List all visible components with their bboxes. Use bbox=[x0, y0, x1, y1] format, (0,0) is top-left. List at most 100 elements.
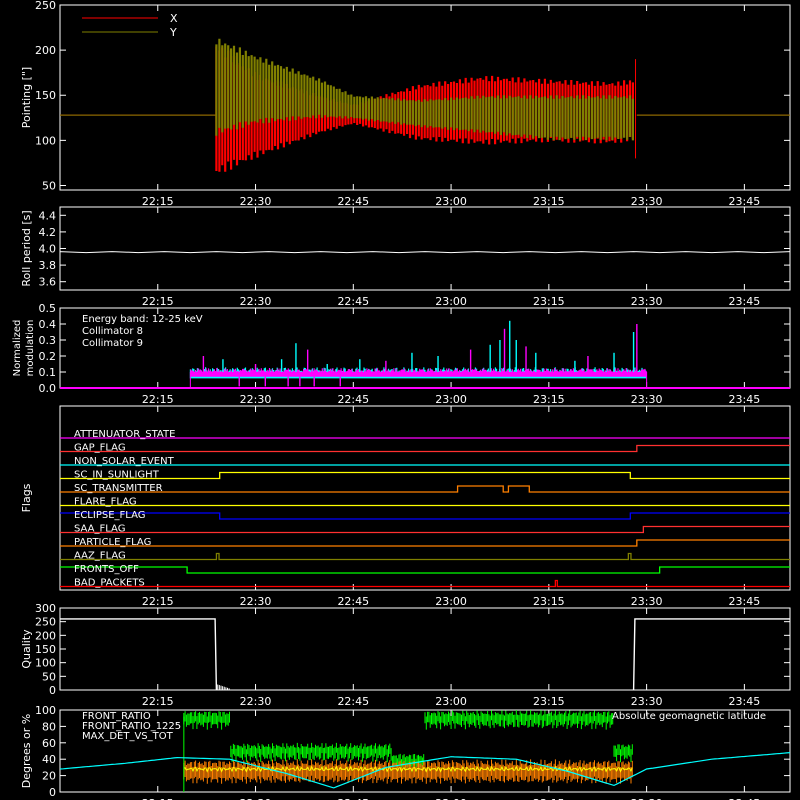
flag-line-SC_TRANSMITTER bbox=[60, 485, 790, 493]
pointing-panel: 50 100 150 200 250 22:15 22:30 22:45 23:00 23:15 2… bbox=[20, 0, 791, 208]
front-ratio-series bbox=[183, 765, 633, 773]
x-tick-label: 23:45 bbox=[729, 695, 761, 708]
y-tick-label: 100 bbox=[35, 134, 56, 147]
y-axis-label: Pointing ["] bbox=[20, 67, 33, 128]
x-tick-label: 22:15 bbox=[142, 295, 174, 308]
x-tick-label: 23:30 bbox=[631, 195, 663, 208]
y-tick-label: 4.2 bbox=[39, 226, 57, 239]
plot-frame bbox=[59, 206, 791, 291]
x-tick-label: 23:30 bbox=[631, 595, 663, 608]
x-tick-label: 23:00 bbox=[435, 595, 467, 608]
y-tick-label: 20 bbox=[42, 770, 56, 783]
x-tick-label: 22:30 bbox=[240, 595, 272, 608]
x-tick-label: 22:15 bbox=[142, 393, 174, 406]
flags-panel: 22:15 22:30 22:45 23:00 23:15 23:30 23:45 Flags… bbox=[20, 405, 791, 608]
x-tick-label: 23:45 bbox=[729, 393, 761, 406]
flag-label-GAP_FLAG: GAP_FLAG bbox=[74, 443, 126, 454]
y-tick-label: 0 bbox=[49, 786, 56, 799]
flag-label-SC_TRANSMITTER: SC_TRANSMITTER bbox=[74, 483, 163, 494]
plot-frame bbox=[59, 4, 791, 191]
y-tick-label: 4.0 bbox=[39, 243, 57, 256]
y-axis-label: modulation bbox=[25, 320, 36, 377]
y-tick-label: 50 bbox=[42, 179, 56, 192]
plot-frame bbox=[59, 709, 791, 793]
x-tick-label: 23:00 bbox=[435, 797, 467, 800]
x-tick-label: 23:30 bbox=[631, 393, 663, 406]
x-tick-label: 23:15 bbox=[533, 295, 565, 308]
roll-period-panel: 3.6 3.8 4.0 4.2 4.4 22:15 22:30 22:45 23:00 23:15… bbox=[20, 206, 791, 308]
y-tick-label: 50 bbox=[42, 670, 56, 683]
x-tick-label: 23:00 bbox=[435, 195, 467, 208]
flag-line-SC_IN_SUNLIGHT bbox=[60, 471, 790, 480]
x-tick-label: 23:15 bbox=[533, 595, 565, 608]
x-tick-label: 22:30 bbox=[240, 393, 272, 406]
y-tick-label: 200 bbox=[35, 629, 56, 642]
legend-Collimator 9: Collimator 9 bbox=[82, 338, 143, 349]
legend-FRONT_RATIO: FRONT_RATIO bbox=[82, 711, 151, 722]
flag-label-FRONTS_OFF: FRONTS_OFF bbox=[74, 564, 139, 575]
x-tick-label: 23:45 bbox=[729, 797, 761, 800]
y-tick-label: 0.4 bbox=[39, 318, 57, 331]
x-tick-label: 22:15 bbox=[142, 595, 174, 608]
y-tick-label: 0.2 bbox=[39, 350, 57, 363]
flag-line-FRONTS_OFF bbox=[60, 566, 790, 574]
y-tick-label: 0 bbox=[49, 684, 56, 697]
flag-line-SAA_FLAG bbox=[60, 525, 790, 534]
y-axis-label: Flags bbox=[20, 483, 33, 512]
y-tick-label: 0.5 bbox=[39, 302, 57, 315]
y-tick-label: 100 bbox=[35, 657, 56, 670]
x-tick-label: 23:30 bbox=[631, 295, 663, 308]
legend-label-X: X bbox=[170, 12, 178, 25]
flag-line-GAP_FLAG bbox=[60, 444, 790, 453]
y-axis-label: Degrees or % bbox=[20, 714, 33, 788]
x-tick-label: 23:30 bbox=[631, 695, 663, 708]
y-tick-label: 100 bbox=[35, 704, 56, 717]
flag-label-SAA_FLAG: SAA_FLAG bbox=[74, 524, 125, 535]
flag-line-PARTICLE_FLAG bbox=[60, 539, 790, 547]
x-tick-label: 23:45 bbox=[729, 295, 761, 308]
flag-label-SC_IN_SUNLIGHT: SC_IN_SUNLIGHT bbox=[74, 470, 160, 481]
collimator-9-series bbox=[190, 368, 647, 377]
series-Y bbox=[215, 38, 634, 141]
flag-label-AAZ_FLAG: AAZ_FLAG bbox=[74, 551, 126, 562]
x-tick-label: 23:00 bbox=[435, 695, 467, 708]
x-tick-label: 22:45 bbox=[337, 393, 369, 406]
y-tick-label: 0.0 bbox=[39, 382, 57, 395]
y-axis-label: Roll period [s] bbox=[20, 210, 33, 286]
x-tick-label: 23:45 bbox=[729, 595, 761, 608]
x-tick-label: 22:45 bbox=[337, 595, 369, 608]
quality-series bbox=[632, 618, 790, 691]
y-axis-label: Quality bbox=[20, 629, 33, 669]
y-tick-label: 60 bbox=[42, 737, 56, 750]
y-tick-label: 250 bbox=[35, 0, 56, 12]
y-tick-label: 0.1 bbox=[39, 366, 57, 379]
y-tick-label: 250 bbox=[35, 616, 56, 629]
geomagnetic-annotation: Absolute geomagnetic latitude bbox=[612, 711, 766, 722]
ratios-panel: 0 20 40 60 80 100 22:15 22:30 22:45 23:00 23:15 23:… bbox=[20, 704, 791, 800]
flag-line-ECLIPSE_FLAG bbox=[60, 512, 790, 520]
x-tick-label: 23:15 bbox=[533, 797, 565, 800]
x-tick-label: 22:30 bbox=[240, 797, 272, 800]
y-tick-label: 3.8 bbox=[39, 259, 57, 272]
legend-MAX_DET_VS_TOT: MAX_DET_VS_TOT bbox=[82, 731, 174, 742]
flag-label-NON_SOLAR_EVENT: NON_SOLAR_EVENT bbox=[74, 456, 175, 467]
plot-frame bbox=[59, 607, 791, 691]
x-tick-label: 22:45 bbox=[337, 195, 369, 208]
x-tick-label: 23:15 bbox=[533, 393, 565, 406]
x-tick-label: 22:30 bbox=[240, 195, 272, 208]
flag-label-BAD_PACKETS: BAD_PACKETS bbox=[74, 578, 145, 589]
y-tick-label: 80 bbox=[42, 720, 56, 733]
x-tick-label: 22:15 bbox=[142, 695, 174, 708]
x-tick-label: 22:30 bbox=[240, 295, 272, 308]
legend-FRONT_RATIO_1225: FRONT_RATIO_1225 bbox=[82, 721, 181, 732]
plot-frame bbox=[59, 405, 791, 591]
y-tick-label: 300 bbox=[35, 602, 56, 615]
y-tick-label: 4.4 bbox=[39, 209, 57, 222]
flag-label-ECLIPSE_FLAG: ECLIPSE_FLAG bbox=[74, 510, 145, 521]
y-tick-label: 150 bbox=[35, 89, 56, 102]
y-tick-label: 150 bbox=[35, 643, 56, 656]
y-tick-label: 0.3 bbox=[39, 334, 57, 347]
x-tick-label: 23:30 bbox=[631, 797, 663, 800]
